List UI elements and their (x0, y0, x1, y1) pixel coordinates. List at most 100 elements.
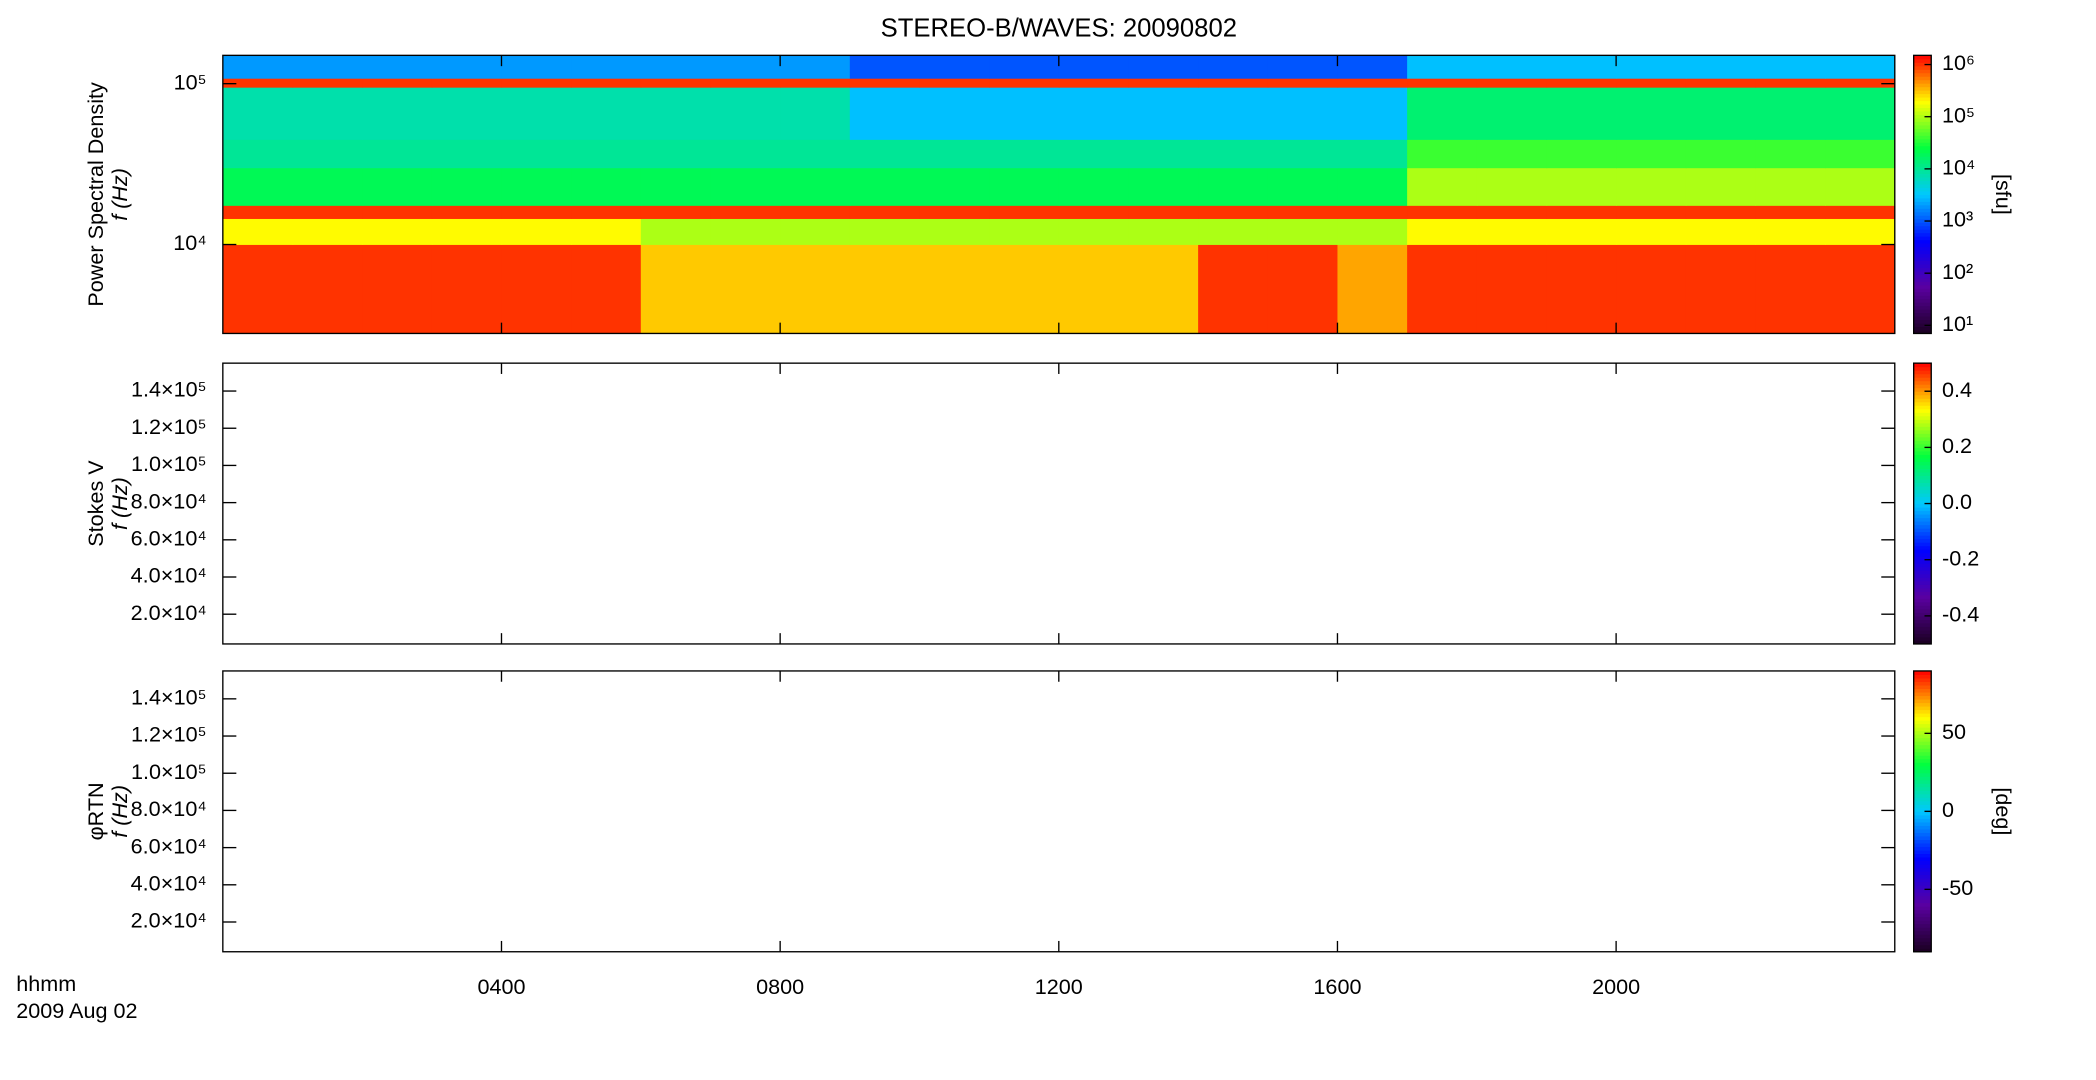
y-tick-label: 8.0×10⁴ (131, 796, 207, 821)
colorbar-band (1913, 636, 1932, 641)
colorbar-band (1913, 131, 1932, 136)
y-tick-label: 1.0×10⁵ (131, 759, 207, 784)
colorbar-band (1913, 811, 1932, 816)
heatmap-cell (849, 218, 921, 245)
heatmap-cell (1128, 87, 1199, 140)
colorbar-band (1913, 744, 1932, 749)
colorbar-band (1913, 394, 1932, 399)
colorbar-band (1913, 888, 1932, 893)
colorbar-band (1913, 236, 1932, 241)
heatmap-cell (1058, 244, 1130, 334)
colorbar-band (1913, 566, 1932, 571)
colorbar-band (1913, 584, 1932, 589)
colorbar-band (1913, 797, 1932, 802)
colorbar-band (1913, 173, 1932, 178)
colorbar-band (1913, 677, 1932, 683)
colorbar-band (1913, 640, 1932, 645)
colorbar-band (1913, 55, 1932, 60)
colorbar-tick-label: -0.2 (1942, 545, 1979, 570)
y-axis-label: f (Hz) (107, 785, 132, 838)
y-axis-label: φRTN (83, 782, 108, 840)
colorbar-band (1913, 594, 1932, 599)
heatmap-cell (1546, 244, 1617, 334)
heatmap-cell (849, 55, 921, 79)
colorbar-band (1913, 218, 1932, 223)
plot-frame (222, 670, 1896, 953)
colorbar-band (1913, 878, 1932, 883)
heatmap-cell (222, 205, 294, 219)
heatmap-cell (431, 167, 503, 206)
colorbar-band (1913, 793, 1932, 798)
colorbar-band (1913, 503, 1932, 508)
colorbar-band (1913, 944, 1932, 949)
heatmap-cell (501, 244, 572, 334)
heatmap-cell (1407, 205, 1478, 219)
colorbar-band (1913, 377, 1932, 382)
colorbar-band (1913, 454, 1932, 459)
colorbar-band (1913, 225, 1932, 230)
colorbar-band (1913, 612, 1932, 617)
colorbar-tick-label: 10³ (1942, 207, 1973, 232)
colorbar-band (1913, 482, 1932, 487)
colorbar-band (1913, 849, 1932, 855)
colorbar-band (1913, 436, 1932, 441)
colorbar-band (1913, 253, 1932, 258)
heatmap-cell (571, 167, 642, 206)
colorbar-band (1913, 587, 1932, 592)
heatmap-cell (1476, 139, 1548, 169)
colorbar-band (1913, 288, 1932, 293)
colorbar-band (1913, 263, 1932, 268)
colorbar-band (1913, 211, 1932, 216)
colorbar-band (1913, 370, 1932, 375)
colorbar-band (1913, 159, 1932, 164)
colorbar-band (1913, 758, 1932, 763)
heatmap-cell (1058, 87, 1130, 140)
x-tick-label: 2000 (1592, 974, 1640, 999)
colorbar-band (1913, 874, 1932, 879)
heatmap-cell (780, 78, 851, 88)
heatmap-cell (1755, 78, 1826, 88)
heatmap-cell (780, 87, 851, 140)
heatmap-cell (1825, 167, 1896, 206)
colorbar-label: [deg] (1991, 787, 2016, 835)
colorbar-band (1913, 326, 1932, 331)
heatmap-cell (1616, 244, 1687, 334)
heatmap-cell (1546, 218, 1617, 245)
heatmap-cell (501, 55, 572, 79)
y-tick-label: 6.0×10⁴ (131, 833, 207, 858)
y-tick-label: 4.0×10⁴ (131, 563, 207, 588)
colorbar-band (1913, 277, 1932, 282)
colorbar-band (1913, 807, 1932, 812)
heatmap-cell (1685, 139, 1757, 169)
colorbar-band (1913, 598, 1932, 603)
colorbar-band (1913, 913, 1932, 918)
heatmap-cell (640, 139, 712, 169)
colorbar-band (1913, 239, 1932, 244)
colorbar-band (1913, 670, 1932, 675)
heatmap-cell (1198, 55, 1269, 79)
heatmap-cell (362, 205, 433, 219)
colorbar-band (1913, 871, 1932, 876)
colorbar-band (1913, 58, 1932, 63)
heatmap-cell (501, 205, 572, 219)
y-tick-label: 1.2×10⁵ (131, 722, 207, 747)
colorbar-band (1913, 909, 1932, 914)
colorbar-band (1913, 916, 1932, 921)
colorbar-tick-label: 0.4 (1942, 377, 1972, 402)
colorbar-band (1913, 556, 1932, 561)
heatmap-cell (849, 205, 921, 219)
heatmap-cell (849, 87, 921, 140)
heatmap-cell (1476, 87, 1548, 140)
heatmap-cell (292, 55, 363, 79)
colorbar-band (1913, 864, 1932, 869)
colorbar-band (1913, 790, 1932, 795)
heatmap-cell (1128, 55, 1199, 79)
colorbar-band (1913, 818, 1932, 823)
colorbar-band (1913, 76, 1932, 81)
heatmap-cell (1407, 167, 1478, 206)
heatmap-cell (571, 205, 642, 219)
heatmap-cell (640, 244, 712, 334)
colorbar-band (1913, 461, 1932, 466)
colorbar-tick-label: 0.0 (1942, 489, 1972, 514)
